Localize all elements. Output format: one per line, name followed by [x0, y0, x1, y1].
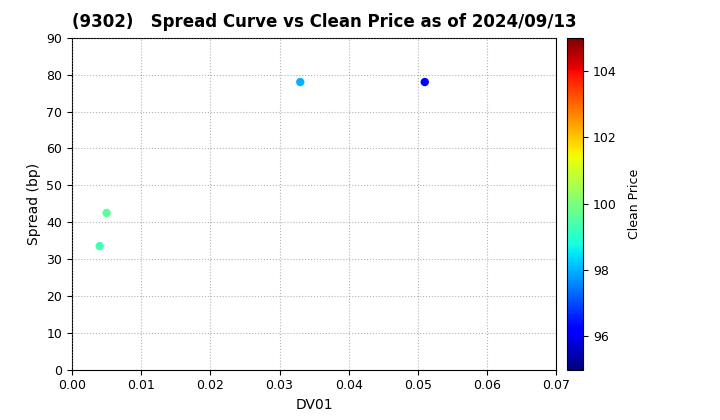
Point — [419, 79, 431, 85]
Y-axis label: Spread (bp): Spread (bp) — [27, 163, 41, 245]
X-axis label: DV01: DV01 — [295, 398, 333, 412]
Y-axis label: Clean Price: Clean Price — [628, 168, 641, 239]
Point — [294, 79, 306, 85]
Text: (9302)   Spread Curve vs Clean Price as of 2024/09/13: (9302) Spread Curve vs Clean Price as of… — [72, 13, 577, 31]
Point — [94, 243, 105, 249]
Point — [101, 210, 112, 216]
